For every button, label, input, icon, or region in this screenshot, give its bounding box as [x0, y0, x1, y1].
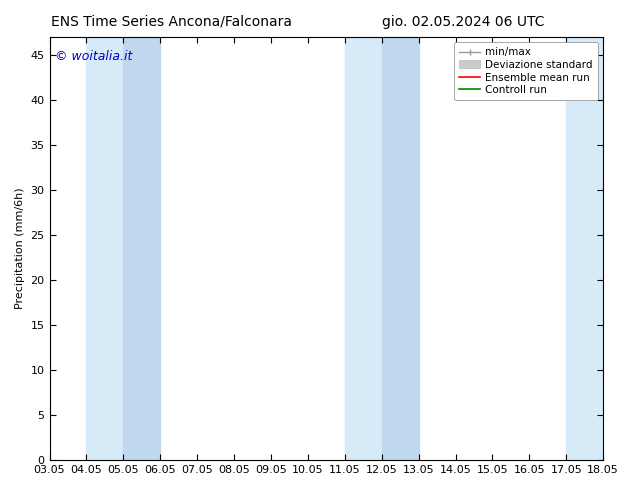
Bar: [566, 37, 603, 460]
Bar: [86, 37, 124, 460]
Bar: [124, 37, 160, 460]
Text: ENS Time Series Ancona/Falconara: ENS Time Series Ancona/Falconara: [51, 15, 292, 29]
Text: gio. 02.05.2024 06 UTC: gio. 02.05.2024 06 UTC: [382, 15, 544, 29]
Y-axis label: Precipitation (mm/6h): Precipitation (mm/6h): [15, 188, 25, 309]
Legend: min/max, Deviazione standard, Ensemble mean run, Controll run: min/max, Deviazione standard, Ensemble m…: [454, 42, 598, 100]
Bar: [345, 37, 382, 460]
Text: © woitalia.it: © woitalia.it: [55, 50, 133, 63]
Bar: [382, 37, 418, 460]
